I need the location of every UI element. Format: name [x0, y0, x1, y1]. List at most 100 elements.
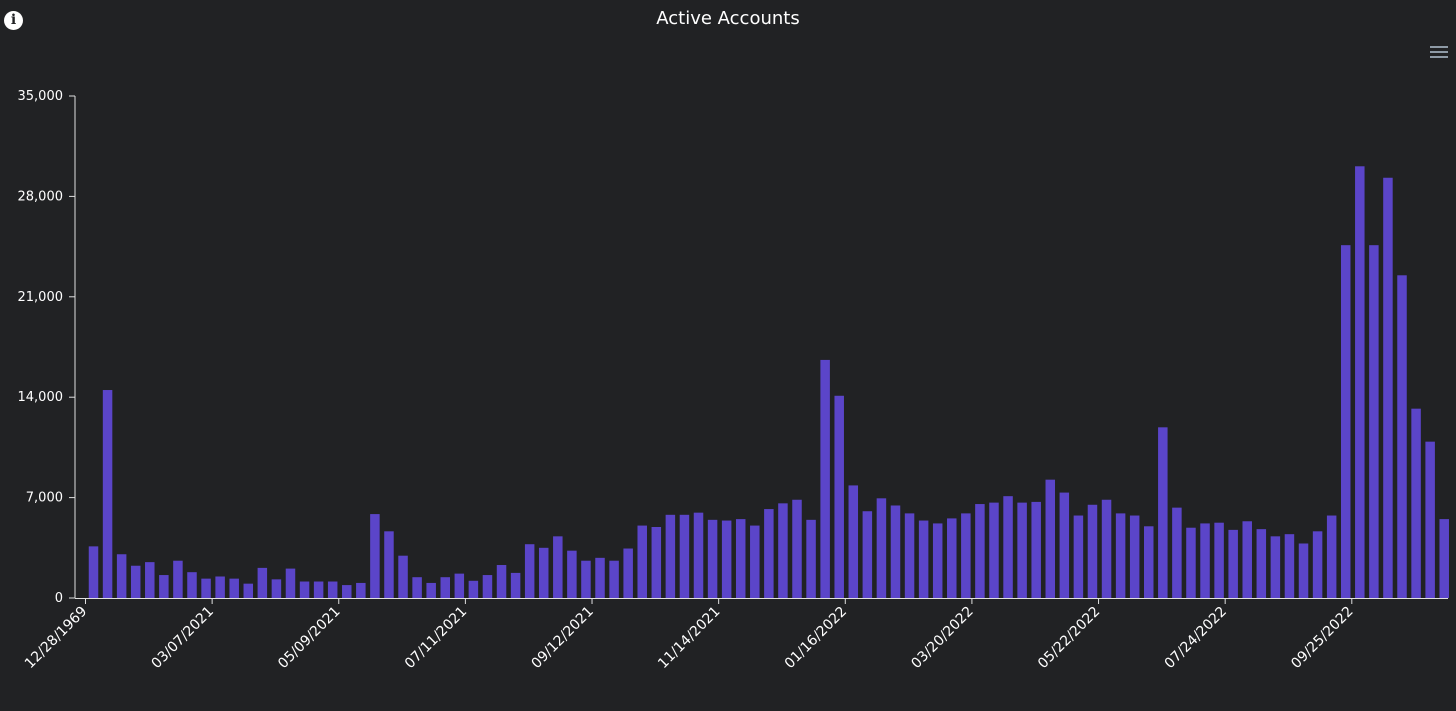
- bar[interactable]: [102, 390, 113, 598]
- bar[interactable]: [862, 511, 873, 598]
- bar[interactable]: [651, 527, 662, 598]
- bar[interactable]: [313, 581, 324, 598]
- bar[interactable]: [1326, 515, 1337, 598]
- bar[interactable]: [299, 581, 310, 598]
- bar[interactable]: [1355, 166, 1365, 598]
- bar[interactable]: [201, 578, 211, 598]
- bar[interactable]: [932, 523, 943, 598]
- bar[interactable]: [679, 514, 690, 598]
- bar[interactable]: [1101, 499, 1112, 598]
- bar[interactable]: [257, 567, 268, 598]
- bar[interactable]: [229, 578, 239, 598]
- bar[interactable]: [623, 548, 633, 598]
- bar[interactable]: [538, 547, 549, 598]
- bar[interactable]: [1439, 519, 1449, 598]
- bar[interactable]: [693, 512, 704, 598]
- bar[interactable]: [159, 575, 169, 598]
- bar[interactable]: [975, 504, 985, 598]
- bar[interactable]: [496, 565, 507, 598]
- bar[interactable]: [468, 580, 479, 598]
- bar[interactable]: [1129, 515, 1140, 598]
- bar[interactable]: [398, 555, 408, 598]
- bar[interactable]: [412, 577, 422, 598]
- bar[interactable]: [1115, 513, 1126, 598]
- hamburger-menu-icon[interactable]: [1430, 46, 1448, 62]
- bar[interactable]: [890, 505, 901, 598]
- bar[interactable]: [88, 546, 99, 598]
- bar[interactable]: [356, 582, 366, 598]
- bar[interactable]: [947, 518, 957, 598]
- bar[interactable]: [1144, 526, 1154, 598]
- bar[interactable]: [145, 562, 155, 598]
- bar[interactable]: [215, 576, 225, 598]
- bar[interactable]: [116, 554, 127, 598]
- bar[interactable]: [581, 560, 591, 598]
- bar[interactable]: [426, 582, 436, 598]
- bar[interactable]: [271, 579, 282, 598]
- bar[interactable]: [735, 519, 746, 598]
- bar[interactable]: [721, 520, 732, 598]
- bar[interactable]: [1228, 529, 1238, 598]
- bar[interactable]: [130, 565, 141, 598]
- bar[interactable]: [187, 572, 197, 598]
- bar[interactable]: [1158, 427, 1168, 598]
- bar[interactable]: [595, 557, 605, 598]
- bar[interactable]: [918, 520, 929, 598]
- bar[interactable]: [820, 359, 830, 598]
- bar[interactable]: [1425, 441, 1435, 598]
- bar[interactable]: [1073, 515, 1084, 598]
- bar[interactable]: [764, 509, 774, 598]
- bar[interactable]: [1242, 521, 1252, 598]
- bar[interactable]: [637, 525, 647, 598]
- bar[interactable]: [1017, 502, 1027, 598]
- bar[interactable]: [1087, 504, 1098, 598]
- bar[interactable]: [806, 519, 816, 598]
- bar[interactable]: [173, 560, 183, 598]
- bar[interactable]: [1059, 492, 1070, 598]
- bar[interactable]: [750, 525, 760, 598]
- bar[interactable]: [1214, 522, 1224, 598]
- bar[interactable]: [1340, 245, 1351, 599]
- bar[interactable]: [1298, 543, 1309, 599]
- bar[interactable]: [876, 498, 887, 598]
- bar[interactable]: [1200, 523, 1210, 598]
- bar[interactable]: [1045, 479, 1056, 598]
- bar[interactable]: [440, 577, 451, 598]
- bar[interactable]: [961, 513, 971, 598]
- bar[interactable]: [370, 514, 380, 598]
- bar[interactable]: [665, 514, 676, 598]
- x-tick-label: 07/11/2021: [402, 604, 470, 672]
- bar[interactable]: [1369, 245, 1379, 599]
- bar[interactable]: [778, 503, 788, 598]
- bar[interactable]: [510, 572, 521, 598]
- info-icon[interactable]: i: [4, 11, 23, 30]
- bar[interactable]: [1411, 408, 1421, 598]
- bar[interactable]: [1186, 527, 1196, 598]
- bar[interactable]: [1383, 177, 1393, 598]
- bar[interactable]: [792, 499, 802, 598]
- bar[interactable]: [454, 573, 465, 598]
- bar[interactable]: [553, 536, 563, 598]
- bar[interactable]: [567, 550, 577, 598]
- bar[interactable]: [1312, 531, 1323, 598]
- bar[interactable]: [989, 502, 999, 598]
- bar[interactable]: [1003, 496, 1013, 598]
- bar[interactable]: [834, 395, 844, 598]
- bar[interactable]: [1397, 275, 1407, 598]
- bar[interactable]: [904, 513, 915, 598]
- bar[interactable]: [384, 531, 394, 598]
- bar[interactable]: [243, 583, 254, 598]
- bar[interactable]: [1284, 534, 1295, 598]
- bar[interactable]: [1270, 536, 1281, 598]
- bar[interactable]: [707, 519, 718, 598]
- bar[interactable]: [327, 581, 338, 598]
- bar[interactable]: [482, 575, 493, 598]
- bar[interactable]: [1256, 529, 1267, 598]
- bar[interactable]: [342, 585, 352, 598]
- bar[interactable]: [609, 560, 619, 598]
- bar[interactable]: [848, 485, 859, 598]
- bar[interactable]: [524, 544, 535, 598]
- bar[interactable]: [285, 568, 296, 598]
- bar[interactable]: [1031, 501, 1041, 598]
- bar[interactable]: [1172, 507, 1182, 598]
